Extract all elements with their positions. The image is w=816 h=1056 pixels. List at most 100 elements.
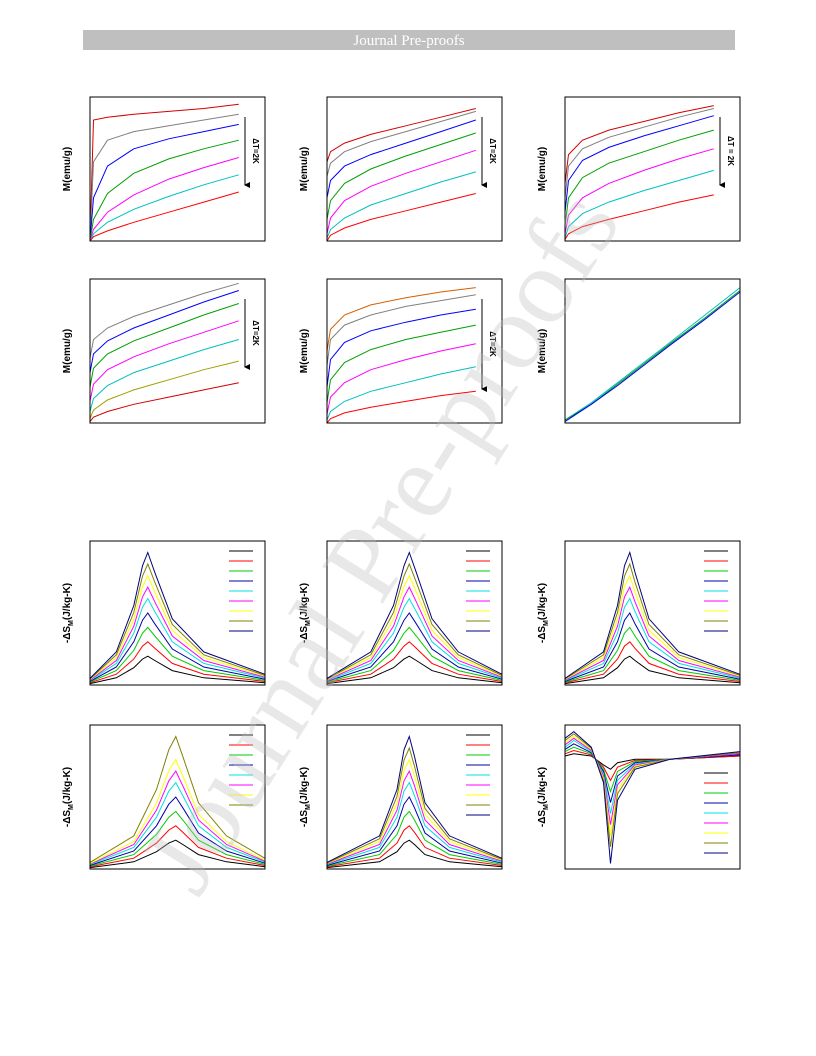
- curve: [564, 169, 714, 239]
- curve: [89, 612, 266, 682]
- curve: [89, 123, 239, 242]
- curve: [89, 781, 266, 866]
- plot-frame: [89, 540, 266, 686]
- y-axis-label: -ΔSM(J/kg-K): [299, 767, 312, 827]
- curve: [326, 641, 503, 684]
- curve: [326, 171, 476, 239]
- curve: [564, 105, 714, 184]
- plot-frame: [564, 278, 741, 424]
- curve: [326, 781, 503, 866]
- plot-frame: [89, 96, 266, 242]
- curve: [564, 641, 741, 684]
- curve: [89, 758, 266, 864]
- curve: [326, 574, 503, 680]
- curve: [564, 655, 741, 685]
- y-axis-label-unit: (J/kg-K): [537, 767, 548, 804]
- y-axis-label-sub: M: [68, 620, 75, 626]
- curve: [89, 626, 266, 683]
- curve: [326, 108, 476, 162]
- curve: [326, 758, 503, 864]
- curve: [326, 796, 503, 866]
- y-axis-label-unit: (J/kg-K): [537, 583, 548, 620]
- y-axis-label-unit: (J/kg-K): [299, 767, 310, 804]
- y-axis-label: M(emu/g): [299, 147, 310, 191]
- header-title: Journal Pre-proofs: [353, 33, 464, 49]
- curve: [564, 291, 741, 423]
- panel: M(emu/g) ΔT=2K: [299, 96, 503, 242]
- y-axis-label-unit: (J/kg-K): [299, 583, 310, 620]
- y-axis-label-main: M(emu/g): [62, 329, 73, 373]
- curve: [326, 585, 503, 681]
- curve: [326, 551, 503, 679]
- y-axis-label: -ΔSM(J/kg-K): [299, 583, 312, 643]
- y-axis-label-sub: M: [68, 804, 75, 810]
- curve: [326, 769, 503, 865]
- curve: [89, 810, 266, 867]
- curve: [89, 597, 266, 682]
- curve: [564, 562, 741, 680]
- y-axis-label: -ΔSM(J/kg-K): [537, 583, 550, 643]
- curve: [326, 655, 503, 685]
- figure: M(emu/g) ΔT=2K M(emu/g) ΔT=2K M(emu/g) ΔT = 2…: [62, 96, 741, 870]
- annotation: ΔT=2K: [488, 138, 497, 164]
- curve: [326, 149, 476, 234]
- curve: [564, 148, 714, 234]
- plot-frame: [564, 96, 741, 242]
- panel: M(emu/g) ΔT = 2K: [537, 96, 741, 242]
- plot-frame: [326, 724, 503, 870]
- y-axis-label: M(emu/g): [62, 147, 73, 191]
- y-axis-label: M(emu/g): [537, 329, 548, 373]
- curve: [89, 839, 266, 869]
- annotation: ΔT=2K: [251, 320, 260, 346]
- curve: [326, 132, 476, 220]
- y-axis-label-main: M(emu/g): [299, 147, 310, 191]
- curve: [89, 574, 266, 680]
- curve: [564, 108, 714, 198]
- plot-frame: [326, 278, 503, 424]
- curve: [326, 839, 503, 869]
- y-axis-label-sub: M: [305, 804, 312, 810]
- curve: [326, 626, 503, 683]
- panel: M(emu/g) ΔT=2K: [62, 278, 266, 424]
- y-axis-label: -ΔSM(J/kg-K): [537, 767, 550, 827]
- curve: [564, 194, 714, 240]
- curve: [89, 585, 266, 681]
- curve: [564, 550, 741, 679]
- curve: [326, 193, 476, 242]
- curve: [564, 129, 714, 227]
- annotation: ΔT=2K: [251, 138, 260, 164]
- curve: [326, 810, 503, 867]
- panel: -ΔSM(J/kg-K): [62, 540, 266, 686]
- y-axis-label-main: -ΔS: [62, 810, 73, 828]
- curve: [326, 612, 503, 682]
- plot-frame: [564, 540, 741, 686]
- curve: [564, 597, 741, 682]
- curve: [89, 551, 266, 679]
- y-axis-label-main: M(emu/g): [537, 329, 548, 373]
- curve: [89, 382, 239, 422]
- panel: M(emu/g) ΔT=2K: [299, 278, 503, 424]
- curve: [326, 324, 476, 403]
- curve: [89, 113, 239, 242]
- curve: [89, 290, 239, 373]
- curve: [89, 157, 239, 242]
- panel: M(emu/g): [537, 278, 741, 424]
- y-axis-label: M(emu/g): [62, 329, 73, 373]
- curve: [326, 390, 476, 424]
- curve: [89, 562, 266, 680]
- annotation: ΔT=2K: [488, 331, 497, 357]
- panel: -ΔSM(J/kg-K): [537, 540, 741, 686]
- curve: [564, 730, 741, 864]
- y-axis-label: M(emu/g): [299, 329, 310, 373]
- curve: [564, 574, 741, 680]
- panel: -ΔSM(J/kg-K): [299, 540, 503, 686]
- y-axis-label-main: M(emu/g): [62, 147, 73, 191]
- curve: [89, 303, 239, 388]
- y-axis-label-main: -ΔS: [537, 810, 548, 828]
- curve: [89, 770, 266, 865]
- y-axis-label-main: -ΔS: [299, 810, 310, 828]
- curve: [89, 339, 239, 412]
- y-axis-label-sub: M: [305, 620, 312, 626]
- curve: [564, 585, 741, 681]
